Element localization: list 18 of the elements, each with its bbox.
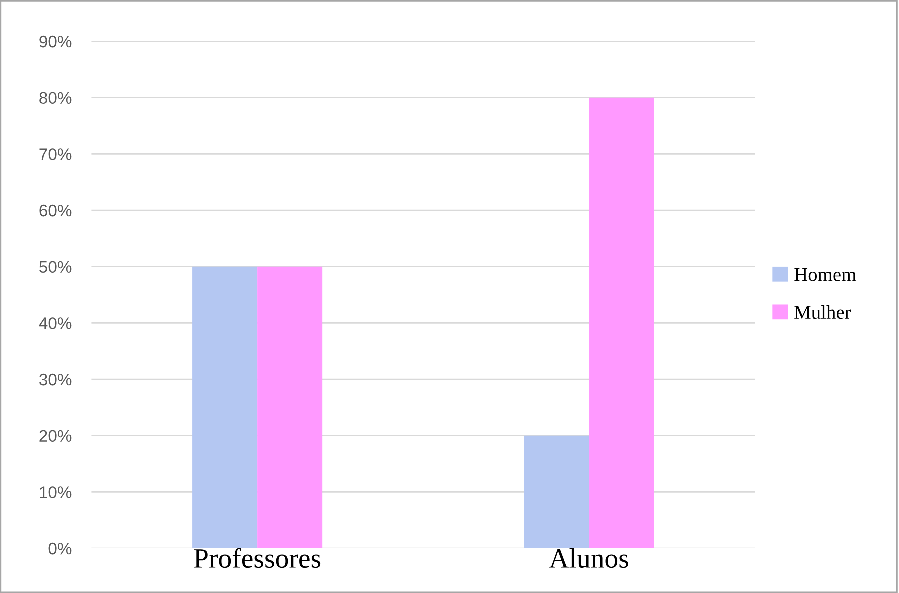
y-tick-label: 50% <box>40 261 72 274</box>
bar <box>192 266 258 549</box>
bar <box>589 98 654 549</box>
x-tick-label: Professores <box>194 548 321 568</box>
y-tick-label: 60% <box>40 204 72 217</box>
y-tick-label: 10% <box>40 486 72 498</box>
y-tick-label: 90% <box>40 36 72 48</box>
y-tick-label: 0% <box>48 542 72 555</box>
y-tick-label: 70% <box>40 148 72 160</box>
y-tick-label: 80% <box>40 92 72 104</box>
bar <box>258 266 323 549</box>
x-tick-label: Alunos <box>549 548 628 568</box>
legend-label: Homem <box>794 268 856 282</box>
legend-label: Mulher <box>794 305 852 320</box>
y-tick-label: 40% <box>39 318 72 330</box>
bar <box>524 436 590 549</box>
y-tick-label: 20% <box>40 430 72 442</box>
y-tick-label: 30% <box>40 374 72 386</box>
